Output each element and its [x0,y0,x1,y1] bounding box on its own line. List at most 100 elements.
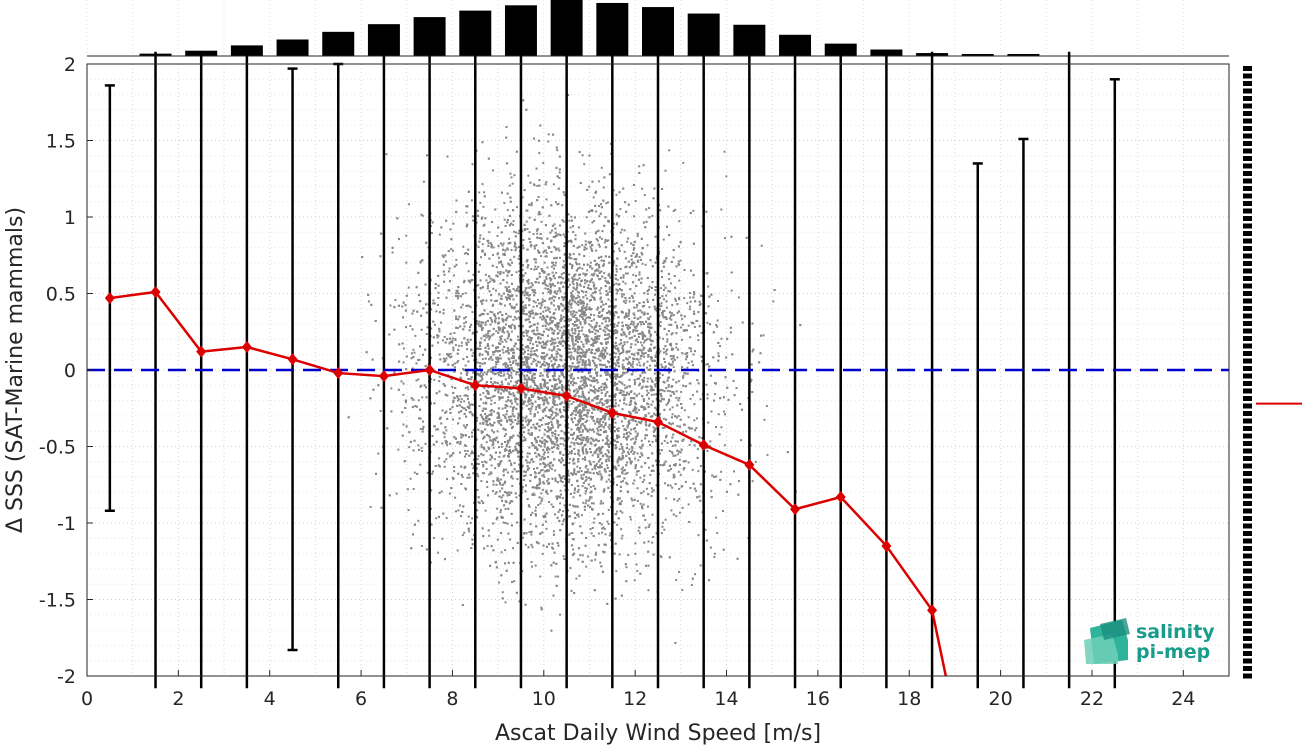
scatter-point [472,467,475,470]
scatter-point [681,317,684,320]
scatter-point [664,482,667,485]
scatter-point [521,456,524,459]
scatter-point [501,389,504,392]
scatter-point [432,536,435,539]
scatter-point [552,235,555,238]
scatter-point [482,205,485,208]
scatter-point [567,329,570,332]
scatter-point [688,308,691,311]
scatter-point [505,443,508,446]
scatter-point [640,251,643,254]
scatter-point [651,440,654,443]
scatter-point [454,344,457,347]
scatter-point [664,350,667,353]
scatter-point [576,357,579,360]
scatter-point [417,399,420,402]
scatter-point [518,270,521,273]
scatter-point [503,331,506,334]
scatter-point [506,522,509,525]
scatter-point [477,475,480,478]
scatter-point [583,375,586,378]
scatter-point [469,521,472,524]
scatter-point [599,473,602,476]
scatter-point [470,199,473,202]
scatter-point [534,265,537,268]
scatter-point [647,456,650,459]
scatter-point [592,408,595,411]
scatter-point [495,266,498,269]
scatter-point [526,452,529,455]
scatter-point [485,336,488,339]
scatter-point [680,390,683,393]
scatter-point [578,404,581,407]
scatter-point [419,428,422,431]
scatter-point [553,374,556,377]
scatter-point [479,287,482,290]
scatter-point [582,501,585,504]
scatter-point [570,418,573,421]
scatter-point [573,471,576,474]
scatter-point [625,403,628,406]
scatter-point [517,415,520,418]
scatter-point [591,390,594,393]
scatter-point [583,322,586,325]
scatter-point [571,267,574,270]
scatter-point [620,389,623,392]
scatter-point [682,161,685,164]
scatter-point [650,393,653,396]
scatter-point [641,507,644,510]
scatter-point [511,369,514,372]
scatter-point [589,298,592,301]
scatter-point [584,466,587,469]
scatter-point [453,470,456,473]
scatter-point [652,469,655,472]
scatter-point [530,433,533,436]
scatter-point [672,476,675,479]
scatter-point [665,294,668,297]
scatter-point [651,513,654,516]
scatter-point [579,273,582,276]
scatter-point [723,150,726,153]
scatter-point [420,446,423,449]
scatter-point [627,312,630,315]
scatter-point [528,467,531,470]
scatter-point [619,208,622,211]
scatter-point [667,330,670,333]
scatter-point [448,267,451,270]
scatter-point [603,241,606,244]
scatter-point [572,496,575,499]
scatter-point [463,281,466,284]
scatter-point [595,551,598,554]
scatter-point [589,241,592,244]
scatter-point [602,186,605,189]
scatter-point [554,469,557,472]
scatter-point [406,488,409,491]
scatter-point [582,333,585,336]
histogram-bar [367,24,400,56]
scatter-point [577,370,580,373]
scatter-point [666,338,669,341]
scatter-point [588,287,591,290]
scatter-point [630,438,633,441]
scatter-point [636,363,639,366]
scatter-point [607,305,610,308]
scatter-point [639,375,642,378]
scatter-point [636,235,639,238]
scatter-point [511,410,514,413]
scatter-point [483,339,486,342]
scatter-point [678,263,681,266]
scatter-point [529,245,532,248]
scatter-point [545,198,548,201]
scatter-point [438,375,441,378]
scatter-point [622,424,625,427]
scatter-point [579,284,582,287]
scatter-point [713,393,716,396]
scatter-point [513,580,516,583]
scatter-point [507,293,510,296]
scatter-point [641,344,644,347]
scatter-point [412,348,415,351]
scatter-point [682,374,685,377]
scatter-point [552,264,555,267]
scatter-point [512,547,515,550]
scatter-point [573,443,576,446]
